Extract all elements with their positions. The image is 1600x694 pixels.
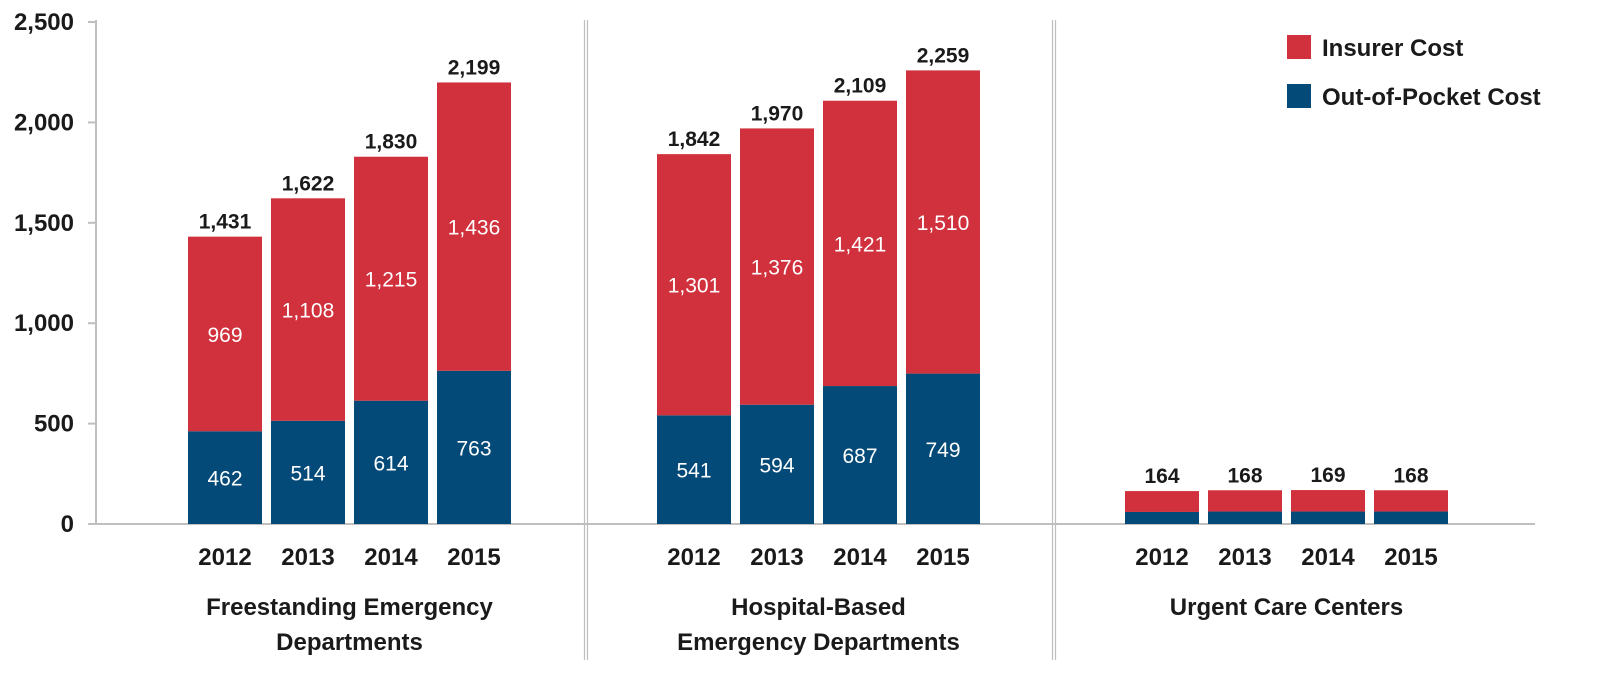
data-label-total: 168	[1227, 464, 1262, 487]
x-tick-label: 2015	[1384, 544, 1437, 571]
x-tick-label: 2012	[1135, 544, 1188, 571]
x-tick-label: 2014	[1301, 544, 1355, 571]
y-tick-label: 0	[61, 511, 74, 538]
data-label-total: 1,970	[751, 102, 804, 125]
data-label-out-of-pocket: 541	[676, 460, 711, 483]
data-label-out-of-pocket: 594	[759, 454, 794, 477]
bar-segment-out-of-pocket	[1125, 511, 1199, 524]
data-label-total: 164	[1144, 465, 1179, 488]
y-tick-label: 1,500	[14, 210, 74, 237]
data-label-total: 1,842	[668, 128, 721, 151]
data-label-total: 168	[1393, 464, 1428, 487]
data-label-out-of-pocket: 614	[373, 452, 408, 475]
bar-segment-out-of-pocket	[740, 404, 814, 524]
bar-segment-out-of-pocket	[437, 370, 511, 524]
bar-segment-insurer	[1208, 490, 1282, 512]
bar-segment-insurer	[354, 156, 428, 401]
bar-segment-insurer	[188, 236, 262, 432]
legend-label-insurer: Insurer Cost	[1322, 35, 1463, 62]
bar-segment-out-of-pocket	[1374, 511, 1448, 524]
bar-segment-out-of-pocket	[1208, 511, 1282, 524]
y-tick-label: 2,000	[14, 109, 74, 136]
bar-segment-insurer	[1374, 490, 1448, 512]
data-label-out-of-pocket: 514	[290, 462, 325, 485]
group-label: Hospital-Based	[731, 594, 906, 621]
x-tick-label: 2015	[447, 544, 500, 571]
data-label-out-of-pocket: 763	[456, 437, 491, 460]
x-tick-label: 2012	[198, 544, 251, 571]
data-label-out-of-pocket: 749	[925, 439, 960, 462]
bar-segment-out-of-pocket	[823, 386, 897, 524]
bar-segment-out-of-pocket	[657, 415, 731, 524]
data-label-insurer: 969	[207, 324, 242, 347]
bar-segment-insurer	[657, 154, 731, 416]
data-label-total: 2,199	[448, 56, 501, 79]
data-label-total: 1,622	[282, 172, 335, 195]
bar-segment-insurer	[823, 100, 897, 387]
x-tick-label: 2015	[916, 544, 969, 571]
data-label-total: 2,109	[834, 75, 887, 98]
bar-segment-insurer	[271, 198, 345, 421]
bar-segment-insurer	[1125, 491, 1199, 512]
x-tick-label: 2013	[281, 544, 334, 571]
data-label-out-of-pocket: 687	[842, 445, 877, 468]
x-tick-label: 2014	[833, 544, 887, 571]
data-label-insurer: 1,215	[365, 269, 418, 292]
group-label: Urgent Care Centers	[1170, 594, 1403, 621]
y-tick-label: 500	[34, 411, 74, 438]
data-label-insurer: 1,421	[834, 233, 887, 256]
legend-swatch-out-of-pocket	[1287, 84, 1311, 108]
legend-label-out-of-pocket: Out-of-Pocket Cost	[1322, 84, 1541, 111]
data-label-total: 1,830	[365, 131, 418, 154]
y-tick-label: 1,000	[14, 310, 74, 337]
bar-segment-out-of-pocket	[906, 373, 980, 524]
data-label-insurer: 1,108	[282, 300, 335, 323]
x-tick-label: 2013	[750, 544, 803, 571]
bar-segment-out-of-pocket	[188, 431, 262, 524]
data-label-insurer: 1,510	[917, 212, 970, 235]
data-label-insurer: 1,376	[751, 257, 804, 280]
group-label: Departments	[276, 629, 423, 656]
bar-segment-out-of-pocket	[354, 400, 428, 524]
legend-swatch-insurer	[1287, 35, 1311, 59]
x-tick-label: 2012	[667, 544, 720, 571]
group-label: Freestanding Emergency	[206, 594, 493, 621]
bar-segment-insurer	[740, 128, 814, 405]
bar-segment-out-of-pocket	[1291, 511, 1365, 524]
bar-segment-insurer	[1291, 490, 1365, 512]
data-label-insurer: 1,436	[448, 217, 501, 240]
data-label-total: 169	[1310, 464, 1345, 487]
x-tick-label: 2014	[364, 544, 418, 571]
y-tick-label: 2,500	[14, 9, 74, 36]
bar-segment-out-of-pocket	[271, 420, 345, 524]
data-label-insurer: 1,301	[668, 275, 721, 298]
bar-segment-insurer	[437, 82, 511, 371]
data-label-total: 1,431	[199, 211, 252, 234]
x-tick-label: 2013	[1218, 544, 1271, 571]
data-label-total: 2,259	[917, 44, 970, 67]
bar-segment-insurer	[906, 70, 980, 374]
data-label-out-of-pocket: 462	[207, 468, 242, 491]
group-label: Emergency Departments	[677, 629, 960, 656]
